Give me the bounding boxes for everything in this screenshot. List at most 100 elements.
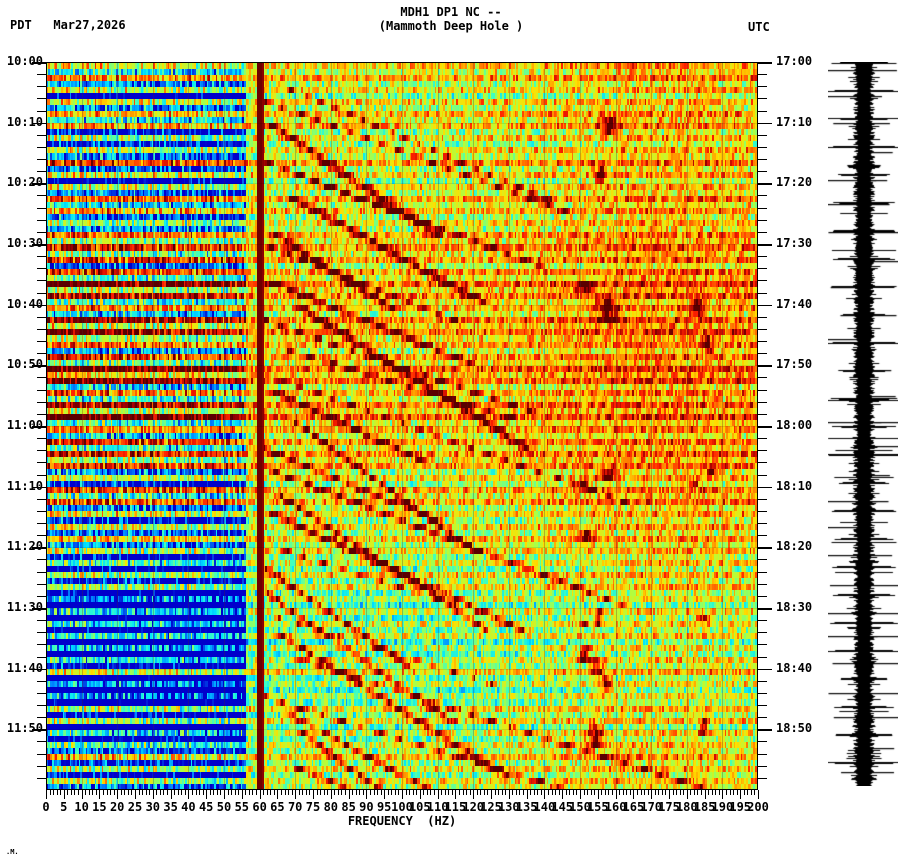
freq-label: 55: [234, 800, 250, 814]
freq-tick-minor: [202, 790, 204, 795]
time-tick-minor-left: [37, 595, 46, 597]
time-label-pdt: 10:10: [6, 114, 43, 129]
freq-label: 155: [586, 800, 609, 814]
freq-tick-minor: [181, 790, 183, 795]
freq-tick-minor: [149, 790, 151, 795]
freq-tick-minor: [199, 790, 201, 795]
freq-label: 170: [640, 800, 663, 814]
freq-tick-major: [348, 790, 350, 799]
time-tick-minor-right: [758, 571, 767, 573]
time-tick-minor-left: [37, 741, 46, 743]
time-tick-minor-right: [758, 328, 767, 330]
freq-tick-minor: [92, 790, 94, 795]
time-tick-minor-right: [758, 498, 767, 500]
freq-tick-minor: [195, 790, 197, 795]
time-tick-minor-right: [758, 559, 767, 561]
time-tick-minor-left: [37, 438, 46, 440]
freq-label: 150: [569, 800, 591, 814]
freq-tick-minor: [725, 790, 727, 795]
freq-tick-minor: [644, 790, 646, 795]
freq-tick-minor: [426, 790, 428, 795]
time-tick-minor-left: [37, 523, 46, 525]
time-tick-minor-right: [758, 765, 767, 767]
freq-tick-minor: [394, 790, 396, 795]
time-tick-major-right: [758, 486, 772, 489]
spectrogram-plot[interactable]: [46, 62, 758, 790]
freq-tick-minor: [231, 790, 233, 795]
freq-label: 95: [376, 800, 392, 814]
time-tick-minor-left: [37, 195, 46, 197]
freq-tick-major: [224, 790, 225, 799]
freq-tick-minor: [679, 790, 681, 795]
freq-label: 185: [693, 800, 716, 814]
time-tick-minor-left: [37, 632, 46, 634]
freq-tick-minor: [547, 790, 549, 795]
time-tick-minor-left: [37, 256, 46, 258]
freq-tick-minor: [284, 790, 286, 795]
freq-tick-major: [508, 790, 510, 799]
freq-tick-minor: [110, 790, 112, 795]
time-tick-minor-right: [758, 219, 767, 221]
freq-tick-minor: [711, 790, 713, 795]
time-tick-major-right: [758, 365, 772, 367]
time-label-utc: 17:30: [776, 236, 813, 250]
freq-tick-minor: [430, 790, 432, 795]
freq-tick-minor: [658, 790, 660, 795]
freq-tick-minor: [245, 790, 247, 795]
freq-tick-minor: [191, 790, 193, 795]
time-tick-minor-left: [37, 207, 46, 209]
freq-tick-minor: [715, 790, 717, 795]
freq-tick-major: [615, 790, 617, 799]
freq-tick-minor: [626, 790, 628, 795]
freq-label: 20: [109, 800, 125, 814]
freq-tick-minor: [448, 790, 450, 795]
time-tick-minor-left: [37, 450, 46, 452]
time-tick-minor-left: [37, 74, 46, 76]
freq-label: 65: [270, 800, 285, 814]
freq-tick-minor: [469, 790, 471, 795]
time-tick-minor-left: [37, 559, 46, 561]
freq-label: 30: [145, 800, 161, 814]
time-label-utc: 18:00: [776, 418, 813, 432]
time-label-pdt: 10:40: [6, 296, 43, 311]
freq-tick-minor: [743, 790, 745, 795]
freq-tick-minor: [213, 790, 215, 795]
time-tick-minor-right: [758, 474, 767, 476]
freq-tick-minor: [501, 790, 503, 795]
freq-tick-minor: [163, 790, 165, 795]
time-tick-minor-left: [37, 498, 46, 500]
freq-tick-minor: [480, 790, 482, 795]
freq-tick-major: [437, 790, 439, 799]
time-label-pdt: 11:20: [6, 539, 43, 554]
time-tick-minor-right: [758, 717, 767, 719]
freq-tick-minor: [672, 790, 674, 795]
freq-tick-minor: [409, 790, 411, 795]
freq-tick-major: [455, 790, 457, 799]
freq-tick-minor: [647, 790, 649, 795]
time-label-utc: 18:40: [776, 660, 813, 675]
freq-tick-minor: [594, 790, 596, 795]
freq-tick-major: [135, 790, 136, 799]
freq-tick-minor: [540, 790, 542, 795]
time-tick-minor-left: [37, 656, 46, 658]
time-tick-minor-left: [37, 292, 46, 294]
freq-tick-major: [651, 790, 653, 799]
freq-tick-minor: [608, 790, 610, 795]
corner-artifact-mark: .M.: [6, 848, 19, 856]
freq-tick-minor: [337, 790, 339, 795]
freq-label: 140: [533, 800, 556, 814]
freq-tick-minor: [697, 790, 699, 795]
freq-tick-minor: [113, 790, 115, 795]
time-tick-minor-right: [758, 680, 767, 682]
time-tick-minor-right: [758, 171, 767, 173]
freq-tick-minor: [640, 790, 642, 795]
freq-tick-minor: [177, 790, 179, 795]
time-tick-minor-left: [37, 535, 46, 537]
seismogram-trace-panel[interactable]: [828, 62, 898, 786]
freq-tick-major: [402, 790, 403, 799]
time-tick-major-left: [32, 122, 46, 125]
freq-tick-major: [580, 790, 581, 799]
freq-tick-minor: [612, 790, 614, 795]
time-tick-minor-right: [758, 110, 767, 112]
freq-tick-minor: [405, 790, 407, 795]
